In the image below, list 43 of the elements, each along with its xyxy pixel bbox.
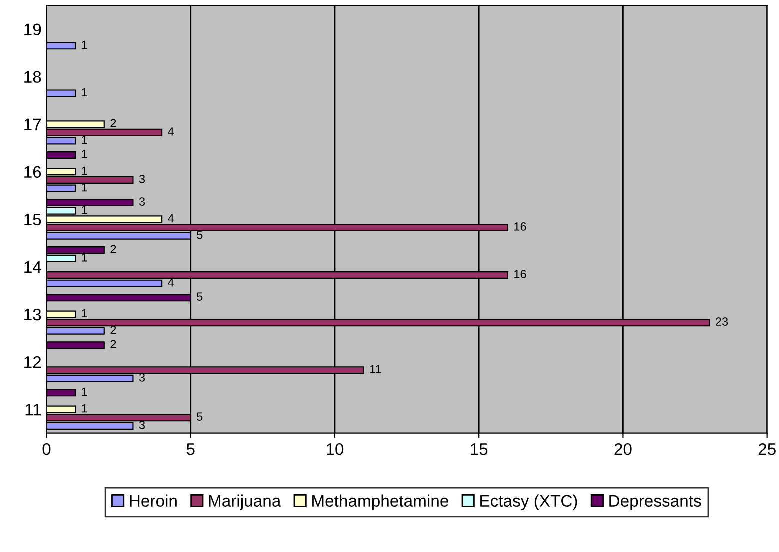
data-label: 16 <box>514 222 526 231</box>
data-label: 1 <box>82 136 88 144</box>
y-tick-label: 17 <box>24 118 42 130</box>
data-label: 1 <box>82 40 88 49</box>
data-label: 1 <box>82 388 88 396</box>
x-tick-label: 25 <box>758 443 776 456</box>
data-label: 2 <box>110 340 116 348</box>
legend-label: Methamphetamine <box>312 494 448 510</box>
legend-label: Marijuana <box>209 494 282 510</box>
y-tick-label: 13 <box>24 308 42 321</box>
data-label: 5 <box>197 292 203 302</box>
data-label: 1 <box>82 404 88 413</box>
legend-label: Heroin <box>130 494 177 508</box>
x-tick-label: 5 <box>186 444 195 456</box>
data-label: 2 <box>110 245 116 254</box>
data-label: 1 <box>82 254 88 262</box>
data-label: 3 <box>139 198 146 206</box>
data-label: 5 <box>197 412 203 422</box>
legend-label: Ectasy (XTC) <box>480 494 578 510</box>
data-label: 11 <box>370 365 382 374</box>
y-tick-label: 19 <box>24 24 42 36</box>
data-label: 16 <box>514 270 526 278</box>
y-tick-label: 16 <box>24 166 42 178</box>
legend-label: Depressants <box>610 495 702 510</box>
data-label: 4 <box>168 278 174 287</box>
data-label: 4 <box>168 214 174 222</box>
y-tick-label: 15 <box>24 214 42 226</box>
data-label: 1 <box>82 88 88 97</box>
y-tick-label: 14 <box>24 262 42 273</box>
x-tick-label: 0 <box>42 443 51 456</box>
y-tick-label: 11 <box>26 404 42 416</box>
x-tick-label: 10 <box>326 443 344 456</box>
data-label: 1 <box>82 150 88 158</box>
data-label: 3 <box>139 175 146 184</box>
x-tick-label: 20 <box>614 443 632 456</box>
data-label: 2 <box>110 119 116 128</box>
y-tick-label: 12 <box>24 356 42 368</box>
data-label: 4 <box>168 128 174 136</box>
data-label: 23 <box>716 318 728 326</box>
x-tick-label: 15 <box>471 444 488 456</box>
y-tick-label: 18 <box>24 71 42 84</box>
data-label: 1 <box>82 309 88 318</box>
data-label: 1 <box>82 166 88 175</box>
